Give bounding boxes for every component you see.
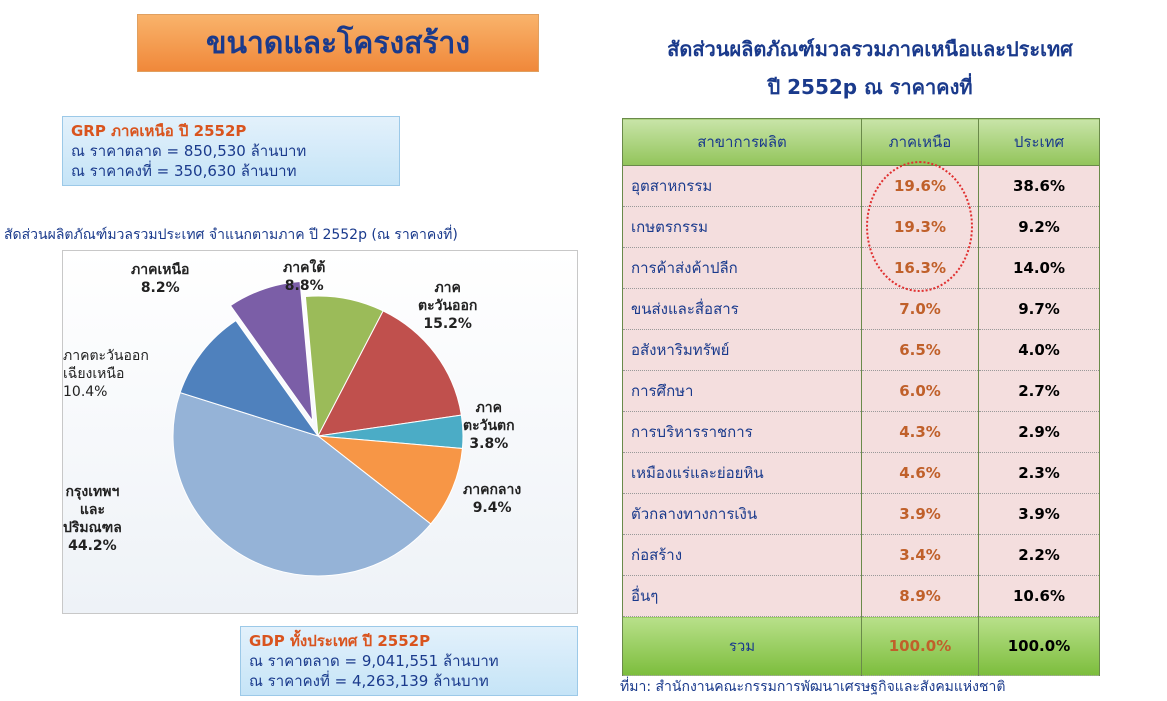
cell: อื่นๆ (622, 575, 862, 617)
cell: ก่อสร้าง (622, 534, 862, 576)
slice-value: 8.2% (140, 280, 180, 296)
box-line: ณ ราคาตลาด = 850,530 ล้านบาท (71, 142, 307, 160)
slice-name: ภาคเหนือ (131, 262, 190, 278)
slice-value: 15.2% (423, 316, 472, 332)
title-line: สัดส่วนผลิตภัณฑ์มวลรวมภาคเหนือและประเทศ (667, 37, 1073, 61)
cell: เกษตรกรรม (622, 206, 862, 248)
cell: 14.0% (978, 247, 1100, 289)
box-heading: GRP ภาคเหนือ ปี 2552P (71, 122, 247, 140)
row: การศึกษา 6.0% 2.7% (622, 370, 1100, 412)
box-line: ณ ราคาตลาด = 9,041,551 ล้านบาท (249, 652, 499, 670)
cell: 9.7% (978, 288, 1100, 330)
box-line: ณ ราคาคงที่ = 350,630 ล้านบาท (71, 162, 297, 180)
pie-slice (179, 319, 320, 437)
box-line: ณ ราคาคงที่ = 4,263,139 ล้านบาท (249, 672, 489, 690)
row: ตัวกลางทางการเงิน 3.9% 3.9% (622, 493, 1100, 535)
pie-chart (172, 280, 464, 577)
slice-value: 8.8% (284, 278, 324, 294)
slice-label: ภาคใต้ 8.8% (283, 259, 325, 295)
header-cell: ภาคเหนือ (861, 118, 979, 166)
cell: การศึกษา (622, 370, 862, 412)
slice-label: ภาคกลาง 9.4% (463, 481, 521, 517)
slice-name: ภาคใต้ (283, 260, 326, 276)
source: ที่มา: สำนักงานคณะกรรมการพัฒนาเศรษฐกิจแล… (620, 679, 1006, 695)
row: อุตสาหกรรม 19.6% 38.6% (622, 165, 1100, 207)
total-row: รวม 100.0% 100.0% (622, 616, 1100, 676)
cell: 4.0% (978, 329, 1100, 371)
slice-label: ภาค ตะวันตก 3.8% (463, 399, 515, 453)
slice-value: 10.4% (63, 384, 108, 400)
pie-slice (316, 435, 463, 525)
cell: 3.9% (978, 493, 1100, 535)
highlight (866, 161, 973, 292)
row: อื่นๆ 8.9% 10.6% (622, 575, 1100, 617)
gdp-box: GDP ทั้งประเทศ ปี 2552P ณ ราคาตลาด = 9,04… (240, 626, 578, 696)
total-cell: 100.0% (861, 616, 979, 676)
slice-label: กรุงเทพฯ และ ปริมณฑล 44.2% (63, 483, 122, 555)
slice-name: ภาคกลาง (463, 482, 522, 498)
cell: อุตสาหกรรม (622, 165, 862, 207)
cell: 6.0% (861, 370, 979, 412)
row: ก่อสร้าง 3.4% 2.2% (622, 534, 1100, 576)
pie-title: สัดส่วนผลิตภัณฑ์มวลรวมประเทศ จำแนกตามภาค… (4, 227, 458, 243)
pie-slice (229, 280, 314, 423)
cell: 9.2% (978, 206, 1100, 248)
slice-value: 3.8% (469, 436, 509, 452)
header-row: สาขาการผลิต ภาคเหนือ ประเทศ (622, 118, 1100, 166)
pie-box: ภาคเหนือ 8.2% ภาคใต้ 8.8% ภาค ตะวันออก 15.2% ภ… (62, 250, 578, 614)
title: ขนาดและโครงสร้าง (205, 25, 471, 61)
cell: 10.6% (978, 575, 1100, 617)
total-cell: 100.0% (978, 616, 1100, 676)
row: เหมืองแร่และย่อยหิน 4.6% 2.3% (622, 452, 1100, 494)
cell: ขนส่งและสื่อสาร (622, 288, 862, 330)
slice-value: 9.4% (472, 500, 512, 516)
slice-name: กรุงเทพฯ และ ปริมณฑล (63, 484, 122, 536)
cell: 2.3% (978, 452, 1100, 494)
slice-label: ภาคเหนือ 8.2% (131, 261, 189, 297)
row: ขนส่งและสื่อสาร 7.0% 9.7% (622, 288, 1100, 330)
cell: เหมืองแร่และย่อยหิน (622, 452, 862, 494)
slice-name: ภาคตะวันออก เฉียงเหนือ (63, 348, 149, 382)
table: สาขาการผลิต ภาคเหนือ ประเทศ อุตสาหกรรม 19.6%… (622, 118, 1100, 676)
cell: การบริหารราชการ (622, 411, 862, 453)
title-box: ขนาดและโครงสร้าง (137, 14, 539, 72)
slice-label: ภาค ตะวันออก 15.2% (418, 279, 477, 333)
row: เกษตรกรรม 19.3% 9.2% (622, 206, 1100, 248)
cell: 2.9% (978, 411, 1100, 453)
cell: อสังหาริมทรัพย์ (622, 329, 862, 371)
slice-label: ภาคตะวันออก เฉียงเหนือ 10.4% (63, 347, 149, 401)
cell: 4.3% (861, 411, 979, 453)
cell: 7.0% (861, 288, 979, 330)
row: อสังหาริมทรัพย์ 6.5% 4.0% (622, 329, 1100, 371)
cell: ตัวกลางทางการเงิน (622, 493, 862, 535)
cell: 3.9% (861, 493, 979, 535)
title-line: ปี 2552p ณ ราคาคงที่ (767, 75, 973, 99)
header-cell: สาขาการผลิต (622, 118, 862, 166)
slice-value: 44.2% (68, 538, 117, 554)
pie-slice (317, 310, 462, 437)
box-heading: GDP ทั้งประเทศ ปี 2552P (249, 632, 431, 650)
pie-slice (172, 391, 432, 577)
row: การค้าส่งค้าปลีก 16.3% 14.0% (622, 247, 1100, 289)
row: การบริหารราชการ 4.3% 2.9% (622, 411, 1100, 453)
right-title: สัดส่วนผลิตภัณฑ์มวลรวมภาคเหนือและประเทศป… (600, 30, 1140, 106)
slice-name: ภาค ตะวันออก (418, 280, 478, 314)
cell: 2.7% (978, 370, 1100, 412)
grp-box: GRP ภาคเหนือ ปี 2552P ณ ราคาตลาด = 850,53… (62, 116, 400, 186)
cell: 3.4% (861, 534, 979, 576)
total-cell: รวม (622, 616, 862, 676)
cell: 4.6% (861, 452, 979, 494)
cell: 2.2% (978, 534, 1100, 576)
header-cell: ประเทศ (978, 118, 1100, 166)
cell: 8.9% (861, 575, 979, 617)
cell: 38.6% (978, 165, 1100, 207)
cell: การค้าส่งค้าปลีก (622, 247, 862, 289)
slice-name: ภาค ตะวันตก (463, 400, 515, 434)
cell: 6.5% (861, 329, 979, 371)
